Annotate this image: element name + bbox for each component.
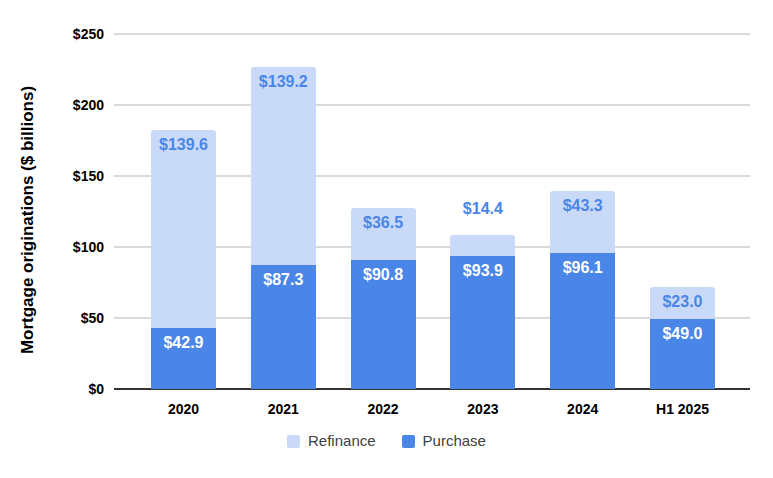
x-axis-label-2023: 2023 <box>438 400 528 418</box>
legend-swatch-purchase <box>402 435 415 448</box>
y-tick-label: $100 <box>30 238 104 256</box>
gridline <box>114 104 750 106</box>
legend-label-refinance: Refinance <box>308 433 376 449</box>
y-tick-label: $50 <box>30 309 104 327</box>
bar-value-label: $43.3 <box>538 197 628 215</box>
legend-label-purchase: Purchase <box>423 433 486 449</box>
bar-segment-refinance-2021[interactable] <box>251 67 316 265</box>
bar-value-label: $14.4 <box>438 200 528 218</box>
x-axis-label-2022: 2022 <box>338 400 428 418</box>
x-axis-label-2020: 2020 <box>139 400 229 418</box>
legend-item-purchase[interactable]: Purchase <box>402 433 486 449</box>
legend-swatch-refinance <box>287 435 300 448</box>
y-tick-label: $250 <box>30 25 104 43</box>
bar-value-label: $139.2 <box>238 73 328 91</box>
bar-value-label: $96.1 <box>538 259 628 277</box>
bar-value-label: $139.6 <box>139 136 229 154</box>
bar-value-label: $49.0 <box>638 325 728 343</box>
y-tick-label: $150 <box>30 167 104 185</box>
mortgage-originations-chart: Mortgage originations ($ billions) Refin… <box>0 0 773 478</box>
legend: Refinance Purchase <box>0 433 773 449</box>
bar-value-label: $42.9 <box>139 334 229 352</box>
bar-value-label: $93.9 <box>438 262 528 280</box>
bar-segment-refinance-2020[interactable] <box>151 130 216 328</box>
legend-item-refinance[interactable]: Refinance <box>287 433 376 449</box>
bar-value-label: $23.0 <box>638 293 728 311</box>
y-tick-label: $200 <box>30 96 104 114</box>
y-tick-label: $0 <box>30 380 104 398</box>
x-axis-label-2024: 2024 <box>538 400 628 418</box>
bar-segment-refinance-2023[interactable] <box>450 235 515 255</box>
bar-value-label: $36.5 <box>338 214 428 232</box>
bar-value-label: $90.8 <box>338 266 428 284</box>
bar-value-label: $87.3 <box>238 271 328 289</box>
gridline <box>114 33 750 35</box>
x-axis-label-2021: 2021 <box>238 400 328 418</box>
x-axis-label-h1-2025: H1 2025 <box>638 400 728 418</box>
